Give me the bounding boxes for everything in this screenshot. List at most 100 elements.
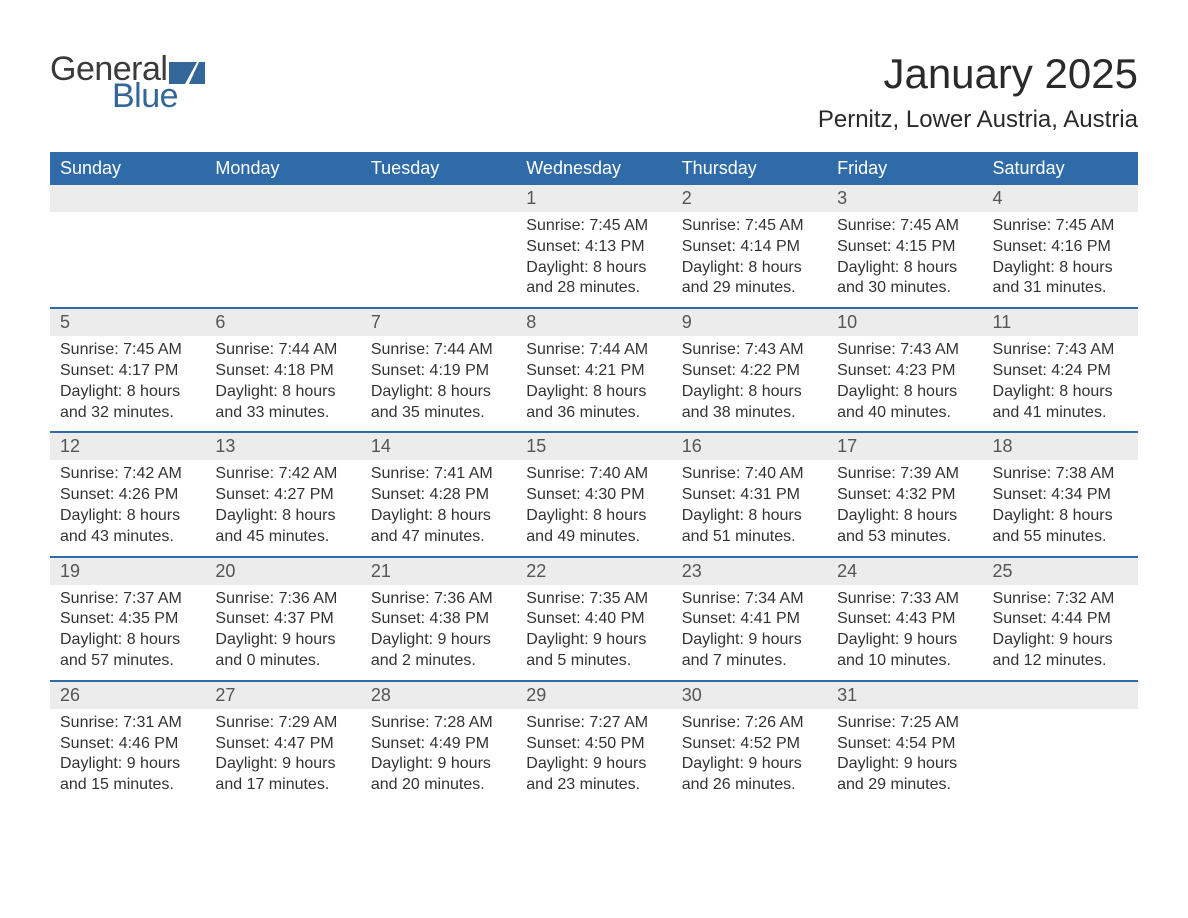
header: General Blue January 2025 Pernitz, Lower…	[50, 50, 1138, 134]
day-number	[361, 185, 516, 212]
daylight-text: Daylight: 8 hours and 36 minutes.	[526, 382, 661, 424]
day-number: 8	[516, 309, 671, 336]
sunset-text: Sunset: 4:43 PM	[837, 609, 972, 630]
day-detail: Sunrise: 7:44 AMSunset: 4:21 PMDaylight:…	[516, 336, 671, 431]
day-detail	[983, 709, 1138, 804]
day-detail: Sunrise: 7:29 AMSunset: 4:47 PMDaylight:…	[205, 709, 360, 804]
day-number: 30	[672, 682, 827, 709]
day-detail: Sunrise: 7:43 AMSunset: 4:24 PMDaylight:…	[983, 336, 1138, 431]
sunrise-text: Sunrise: 7:38 AM	[993, 464, 1128, 485]
day-number: 29	[516, 682, 671, 709]
day-number: 9	[672, 309, 827, 336]
weekday-header-row: SundayMondayTuesdayWednesdayThursdayFrid…	[50, 152, 1138, 185]
day-number: 28	[361, 682, 516, 709]
sunrise-text: Sunrise: 7:40 AM	[526, 464, 661, 485]
location-subtitle: Pernitz, Lower Austria, Austria	[818, 106, 1138, 134]
month-title: January 2025	[818, 50, 1138, 98]
daylight-text: Daylight: 9 hours and 15 minutes.	[60, 754, 195, 796]
sunrise-text: Sunrise: 7:34 AM	[682, 589, 817, 610]
sunrise-text: Sunrise: 7:45 AM	[60, 340, 195, 361]
daylight-text: Daylight: 8 hours and 45 minutes.	[215, 506, 350, 548]
daylight-text: Daylight: 9 hours and 5 minutes.	[526, 630, 661, 672]
day-number: 21	[361, 558, 516, 585]
sunrise-text: Sunrise: 7:42 AM	[215, 464, 350, 485]
day-number: 10	[827, 309, 982, 336]
day-detail: Sunrise: 7:40 AMSunset: 4:30 PMDaylight:…	[516, 460, 671, 555]
day-detail: Sunrise: 7:42 AMSunset: 4:27 PMDaylight:…	[205, 460, 360, 555]
sunset-text: Sunset: 4:15 PM	[837, 237, 972, 258]
sunrise-text: Sunrise: 7:27 AM	[526, 713, 661, 734]
day-detail-row: Sunrise: 7:45 AMSunset: 4:13 PMDaylight:…	[50, 212, 1138, 307]
week-row: 1234Sunrise: 7:45 AMSunset: 4:13 PMDayli…	[50, 185, 1138, 307]
week-row: 262728293031Sunrise: 7:31 AMSunset: 4:46…	[50, 680, 1138, 804]
daylight-text: Daylight: 8 hours and 43 minutes.	[60, 506, 195, 548]
day-number-row: 19202122232425	[50, 558, 1138, 585]
daylight-text: Daylight: 9 hours and 7 minutes.	[682, 630, 817, 672]
weekday-header: Saturday	[983, 152, 1138, 185]
day-number-row: 262728293031	[50, 682, 1138, 709]
sunrise-text: Sunrise: 7:36 AM	[371, 589, 506, 610]
sunset-text: Sunset: 4:40 PM	[526, 609, 661, 630]
sunrise-text: Sunrise: 7:42 AM	[60, 464, 195, 485]
day-number	[983, 682, 1138, 709]
sunrise-text: Sunrise: 7:44 AM	[215, 340, 350, 361]
sunrise-text: Sunrise: 7:45 AM	[526, 216, 661, 237]
sunrise-text: Sunrise: 7:43 AM	[993, 340, 1128, 361]
day-detail: Sunrise: 7:40 AMSunset: 4:31 PMDaylight:…	[672, 460, 827, 555]
sunset-text: Sunset: 4:54 PM	[837, 734, 972, 755]
day-number	[50, 185, 205, 212]
sunset-text: Sunset: 4:26 PM	[60, 485, 195, 506]
sunset-text: Sunset: 4:37 PM	[215, 609, 350, 630]
day-detail	[205, 212, 360, 307]
daylight-text: Daylight: 8 hours and 57 minutes.	[60, 630, 195, 672]
sunset-text: Sunset: 4:50 PM	[526, 734, 661, 755]
daylight-text: Daylight: 8 hours and 35 minutes.	[371, 382, 506, 424]
daylight-text: Daylight: 8 hours and 53 minutes.	[837, 506, 972, 548]
sunset-text: Sunset: 4:23 PM	[837, 361, 972, 382]
sunset-text: Sunset: 4:31 PM	[682, 485, 817, 506]
daylight-text: Daylight: 8 hours and 33 minutes.	[215, 382, 350, 424]
sunrise-text: Sunrise: 7:26 AM	[682, 713, 817, 734]
day-number: 15	[516, 433, 671, 460]
sunset-text: Sunset: 4:44 PM	[993, 609, 1128, 630]
sunset-text: Sunset: 4:13 PM	[526, 237, 661, 258]
day-detail: Sunrise: 7:43 AMSunset: 4:23 PMDaylight:…	[827, 336, 982, 431]
daylight-text: Daylight: 9 hours and 12 minutes.	[993, 630, 1128, 672]
daylight-text: Daylight: 8 hours and 55 minutes.	[993, 506, 1128, 548]
daylight-text: Daylight: 8 hours and 32 minutes.	[60, 382, 195, 424]
sunset-text: Sunset: 4:47 PM	[215, 734, 350, 755]
sunset-text: Sunset: 4:52 PM	[682, 734, 817, 755]
day-detail: Sunrise: 7:32 AMSunset: 4:44 PMDaylight:…	[983, 585, 1138, 680]
weekday-header: Tuesday	[361, 152, 516, 185]
sunrise-text: Sunrise: 7:45 AM	[682, 216, 817, 237]
daylight-text: Daylight: 9 hours and 23 minutes.	[526, 754, 661, 796]
sunset-text: Sunset: 4:32 PM	[837, 485, 972, 506]
daylight-text: Daylight: 8 hours and 47 minutes.	[371, 506, 506, 548]
weekday-header: Monday	[205, 152, 360, 185]
day-number: 11	[983, 309, 1138, 336]
day-detail: Sunrise: 7:45 AMSunset: 4:16 PMDaylight:…	[983, 212, 1138, 307]
daylight-text: Daylight: 9 hours and 2 minutes.	[371, 630, 506, 672]
day-detail: Sunrise: 7:42 AMSunset: 4:26 PMDaylight:…	[50, 460, 205, 555]
day-number: 23	[672, 558, 827, 585]
sunrise-text: Sunrise: 7:39 AM	[837, 464, 972, 485]
sunset-text: Sunset: 4:41 PM	[682, 609, 817, 630]
daylight-text: Daylight: 8 hours and 31 minutes.	[993, 258, 1128, 300]
day-number: 19	[50, 558, 205, 585]
sunrise-text: Sunrise: 7:44 AM	[371, 340, 506, 361]
daylight-text: Daylight: 8 hours and 30 minutes.	[837, 258, 972, 300]
day-detail: Sunrise: 7:37 AMSunset: 4:35 PMDaylight:…	[50, 585, 205, 680]
sunrise-text: Sunrise: 7:25 AM	[837, 713, 972, 734]
sunset-text: Sunset: 4:14 PM	[682, 237, 817, 258]
sunset-text: Sunset: 4:30 PM	[526, 485, 661, 506]
sunset-text: Sunset: 4:35 PM	[60, 609, 195, 630]
day-number: 2	[672, 185, 827, 212]
weekday-header: Thursday	[672, 152, 827, 185]
sunset-text: Sunset: 4:28 PM	[371, 485, 506, 506]
sunset-text: Sunset: 4:22 PM	[682, 361, 817, 382]
daylight-text: Daylight: 9 hours and 20 minutes.	[371, 754, 506, 796]
title-block: January 2025 Pernitz, Lower Austria, Aus…	[818, 50, 1138, 134]
daylight-text: Daylight: 9 hours and 0 minutes.	[215, 630, 350, 672]
day-detail: Sunrise: 7:45 AMSunset: 4:15 PMDaylight:…	[827, 212, 982, 307]
daylight-text: Daylight: 9 hours and 10 minutes.	[837, 630, 972, 672]
